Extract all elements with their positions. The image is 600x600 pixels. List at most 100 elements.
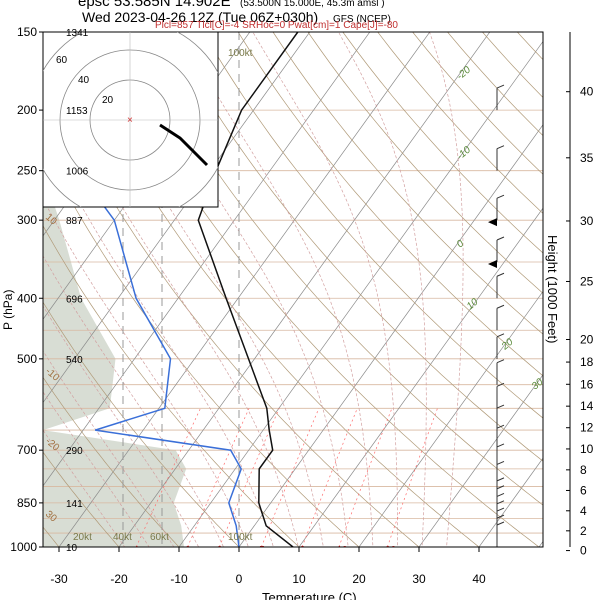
moist-adiabat-line xyxy=(122,32,349,547)
y-tick-label: 500 xyxy=(17,352,37,366)
dry-adiabat-line xyxy=(237,32,543,377)
height-tick-label: 6 xyxy=(580,483,587,497)
hodograph: 20 40 60 × xyxy=(42,31,219,208)
height-tick-label: 18 xyxy=(580,355,594,369)
height-tick-label: 2 xyxy=(580,524,587,538)
height-tick-label: 35 xyxy=(580,151,594,165)
y2-axis-label: Height (1000 Feet) xyxy=(545,235,560,343)
isotherm-line xyxy=(43,32,371,487)
wind-barb xyxy=(496,485,505,511)
mixing-ratio-line xyxy=(135,408,201,547)
height-label: 1006 xyxy=(66,167,89,178)
wind-barb-feather xyxy=(496,382,505,387)
x-tick-label: 0 xyxy=(236,572,243,586)
mixing-ratio-line xyxy=(338,408,393,547)
height-tick-label: 8 xyxy=(580,463,587,477)
height-label: 540 xyxy=(66,355,83,366)
moist-adiabat-line xyxy=(43,130,274,547)
mixing-ratio-label: 1 xyxy=(133,545,139,556)
x-tick-label: 30 xyxy=(412,572,426,586)
moist-adiabat-line xyxy=(75,32,324,547)
dry-adiabat-line xyxy=(133,32,543,506)
mixing-ratio-label: 20 xyxy=(383,545,396,556)
height-label: 10 xyxy=(66,543,78,554)
adiabat-label: 0 xyxy=(455,238,467,250)
moist-adiabat-line xyxy=(43,255,224,547)
wind-barb-feather xyxy=(496,443,505,448)
moist-adiabat-line xyxy=(43,198,249,547)
wind-barb-feather xyxy=(496,404,505,409)
height-tick-label: 40 xyxy=(580,85,594,99)
wind-barb-feather xyxy=(496,514,505,519)
moist-adiabat-line xyxy=(43,305,199,547)
wind-barb-feather xyxy=(496,145,505,150)
isotherm-line xyxy=(58,32,431,547)
dry-adiabat-line xyxy=(43,376,180,547)
wind-barb xyxy=(496,304,505,331)
mixing-ratio-label: 12 xyxy=(336,545,348,556)
height-tick-label: 10 xyxy=(580,442,594,456)
mixing-ratio-line xyxy=(301,408,358,547)
dry-adiabat-line xyxy=(458,0,600,560)
dry-adiabat-line xyxy=(516,32,543,61)
adiabat-label: -20 xyxy=(455,64,473,82)
moist-adiabat-line xyxy=(338,32,427,547)
adiabat-label: 10 xyxy=(465,296,481,312)
wind-barb-feather xyxy=(496,304,505,309)
mixing-ratio-label: 2 xyxy=(184,545,191,556)
hodograph-ring-label: 60 xyxy=(56,55,68,66)
dry-adiabat-line xyxy=(0,0,9,560)
height-label: 1153 xyxy=(66,106,88,117)
isotherm-line xyxy=(418,374,543,547)
y-tick-label: 1000 xyxy=(10,540,37,554)
x-tick-label: -20 xyxy=(110,572,128,586)
height-tick-label: 4 xyxy=(580,504,587,518)
y-tick-label: 150 xyxy=(17,25,37,39)
mixing-ratio-line xyxy=(218,408,280,547)
height-tick-label: 12 xyxy=(580,421,594,435)
isotherm-line xyxy=(238,124,543,547)
x-tick-label: 40 xyxy=(472,572,486,586)
height-label: 141 xyxy=(66,499,83,510)
wind-barb-feather xyxy=(496,333,505,338)
dry-adiabat-line xyxy=(342,32,543,254)
wind-barb-feather xyxy=(496,460,505,465)
mixing-ratio-label: 5 xyxy=(258,545,264,556)
y-tick-label: 850 xyxy=(17,496,37,510)
moist-adiabat-line xyxy=(43,350,175,547)
speed-label-bottom: 100kt xyxy=(228,532,253,543)
speed-label-bottom: 60kt xyxy=(150,532,169,543)
moist-adiabat-line xyxy=(43,49,299,547)
height-label: 290 xyxy=(66,446,83,457)
indices-line: Plcl=857 Tlcl[C]=-4 SRHoc=0 Pwat[cm]=1 C… xyxy=(155,20,398,31)
moist-adiabat-line xyxy=(252,32,398,547)
wind-barb xyxy=(488,194,505,227)
isotherm-line xyxy=(43,32,311,404)
wind-barb-feather xyxy=(496,236,505,241)
wind-barb xyxy=(496,382,505,409)
height-tick-label: 16 xyxy=(580,377,594,391)
wind-barb-pennant xyxy=(488,260,497,269)
dry-adiabat-line xyxy=(43,301,240,547)
hodograph-ring-label: 40 xyxy=(78,75,90,86)
isotherm-line xyxy=(298,207,543,547)
y-tick-label: 700 xyxy=(17,443,37,457)
isotherm-line xyxy=(358,290,543,547)
moist-adiabat-line xyxy=(429,32,464,547)
mixing-ratio-line xyxy=(187,408,250,547)
wind-barb xyxy=(497,7,504,32)
hodograph-frame xyxy=(42,31,219,208)
isotherm-line xyxy=(118,32,491,547)
wind-barb-feather xyxy=(496,84,505,89)
height-label: 1341 xyxy=(66,28,89,39)
dry-adiabat-line xyxy=(272,32,543,335)
wind-barb xyxy=(496,460,505,487)
wind-barb-feather xyxy=(496,477,505,482)
wind-barb-feather xyxy=(496,359,505,364)
adiabat-label: 30 xyxy=(530,376,546,392)
wind-barb xyxy=(496,84,505,111)
moist-adiabat-line xyxy=(43,429,126,547)
wind-barbs xyxy=(488,7,505,547)
wind-barb xyxy=(496,521,505,547)
